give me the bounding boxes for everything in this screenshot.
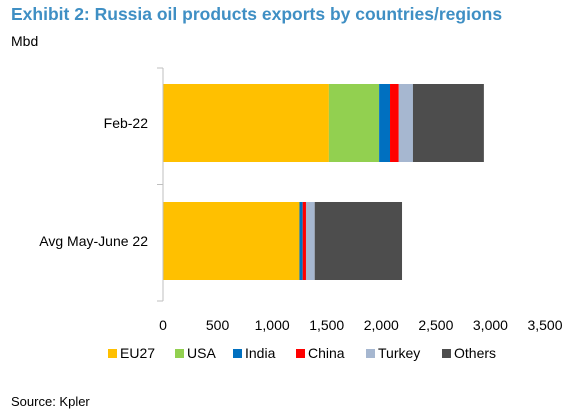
legend-swatch-india	[233, 349, 242, 358]
bar-others-1	[314, 202, 403, 280]
legend-label-china: China	[308, 345, 345, 361]
legend-label-eu27: EU27	[120, 345, 155, 361]
x-tick-label-1: 500	[206, 317, 230, 333]
legend-label-india: India	[245, 345, 276, 361]
bar-china-1	[302, 202, 306, 280]
legend-swatch-others	[442, 349, 451, 358]
legend-swatch-turkey	[366, 349, 375, 358]
x-tick-label-6: 3,000	[473, 317, 508, 333]
x-tick-label-3: 1,500	[309, 317, 344, 333]
x-tick-label-5: 2,500	[418, 317, 453, 333]
bar-eu27-1	[163, 202, 300, 280]
source-note: Source: Kpler	[11, 394, 90, 409]
legend-label-turkey: Turkey	[378, 345, 420, 361]
bar-india-0	[379, 84, 391, 162]
bar-others-0	[412, 84, 484, 162]
legend-label-others: Others	[454, 345, 496, 361]
unit-label: Mbd	[11, 33, 39, 49]
bar-china-0	[390, 84, 399, 162]
bar-turkey-0	[398, 84, 413, 162]
category-label-0: Feb-22	[104, 115, 149, 131]
legend-swatch-eu27	[108, 349, 117, 358]
legend-swatch-china	[296, 349, 305, 358]
bar-eu27-0	[163, 84, 329, 162]
bar-turkey-1	[305, 202, 315, 280]
x-tick-label-2: 1,000	[255, 317, 290, 333]
bar-usa-0	[328, 84, 380, 162]
x-tick-label-7: 3,500	[527, 317, 562, 333]
category-label-1: Avg May-June 22	[39, 233, 148, 249]
chart-title: Exhibit 2: Russia oil products exports b…	[11, 4, 503, 24]
bar-india-1	[299, 202, 303, 280]
x-tick-label-4: 2,000	[364, 317, 399, 333]
x-tick-label-0: 0	[159, 317, 167, 333]
legend-label-usa: USA	[187, 345, 216, 361]
legend-swatch-usa	[175, 349, 184, 358]
